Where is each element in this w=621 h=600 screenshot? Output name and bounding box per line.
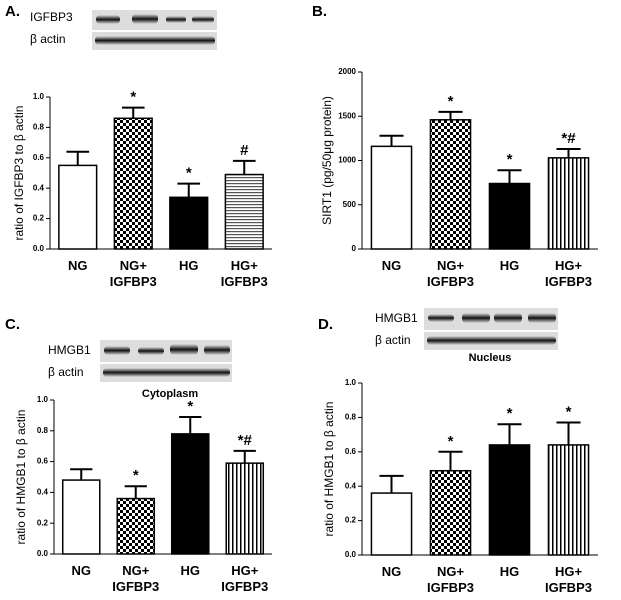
x-tick-label: NG — [68, 258, 88, 273]
significance-mark: *# — [561, 130, 576, 147]
significance-mark: # — [240, 142, 249, 159]
y-axis-label: ratio of HMGB1 to β actin — [322, 402, 336, 537]
x-tick-label: HG+ IGFBP3 — [545, 564, 592, 595]
bar — [547, 444, 590, 556]
blot-label: IGFBP3 — [30, 10, 73, 24]
significance-mark: * — [448, 93, 454, 110]
significance-mark: * — [187, 398, 193, 415]
x-tick-label: NG — [382, 258, 402, 273]
x-tick-label: HG — [500, 564, 520, 579]
y-tick-label: 500 — [343, 200, 357, 209]
bar — [429, 469, 472, 556]
y-tick-label: 0.0 — [33, 244, 45, 253]
blot-label: β actin — [375, 333, 411, 347]
bar — [113, 117, 153, 250]
blot-label: HMGB1 — [375, 311, 418, 325]
y-tick-label: 2000 — [338, 67, 356, 76]
bar — [429, 119, 472, 250]
significance-mark: * — [186, 165, 192, 182]
y-tick-label: 0.8 — [33, 123, 45, 132]
y-tick-label: 0.6 — [345, 447, 357, 456]
bar — [488, 444, 531, 556]
significance-mark: * — [130, 89, 136, 106]
x-tick-label: HG — [179, 258, 199, 273]
y-tick-label: 0.4 — [37, 488, 49, 497]
bar — [224, 173, 264, 250]
y-tick-label: 0.0 — [37, 549, 49, 558]
blot-caption: Cytoplasm — [142, 388, 198, 400]
panel-label: D. — [318, 316, 333, 333]
x-tick-label: HG — [181, 563, 201, 578]
y-tick-label: 1.0 — [37, 395, 49, 404]
y-tick-label: 0 — [352, 244, 357, 253]
panel-label: C. — [5, 316, 20, 333]
x-tick-label: NG+ IGFBP3 — [427, 258, 474, 289]
x-tick-label: HG+ IGFBP3 — [221, 258, 268, 289]
blot-label: HMGB1 — [48, 343, 91, 357]
x-tick-label: NG+ IGFBP3 — [110, 258, 157, 289]
bar — [116, 497, 156, 555]
bar — [58, 164, 98, 250]
panel-label: B. — [312, 3, 327, 20]
blot-image — [424, 308, 558, 350]
x-tick-label: HG+ IGFBP3 — [545, 258, 592, 289]
y-tick-label: 1000 — [338, 156, 356, 165]
bar — [170, 433, 210, 555]
y-tick-label: 1500 — [338, 111, 356, 120]
x-tick-label: NG — [382, 564, 402, 579]
y-tick-label: 0.8 — [37, 426, 49, 435]
x-tick-label: HG+ IGFBP3 — [221, 563, 268, 594]
y-tick-label: 0.2 — [37, 518, 49, 527]
significance-mark: * — [133, 467, 139, 484]
y-tick-label: 1.0 — [345, 378, 357, 387]
y-axis-label: SIRT1 (pg/50μg protein) — [320, 96, 334, 225]
significance-mark: * — [566, 404, 572, 421]
bar — [61, 479, 101, 555]
bar — [225, 462, 265, 555]
y-axis-label: ratio of HMGB1 to β actin — [14, 410, 28, 545]
x-tick-label: NG+ IGFBP3 — [427, 564, 474, 595]
y-tick-label: 0.4 — [345, 481, 357, 490]
y-tick-label: 1.0 — [33, 92, 45, 101]
bar — [370, 492, 413, 556]
bar — [370, 145, 413, 250]
blot-caption: Nucleus — [469, 352, 512, 364]
significance-mark: * — [448, 433, 454, 450]
significance-mark: * — [507, 405, 513, 422]
x-tick-label: HG — [500, 258, 520, 273]
y-axis-label: ratio of IGFBP3 to β actin — [12, 106, 26, 241]
y-tick-label: 0.2 — [345, 516, 357, 525]
y-tick-label: 0.0 — [345, 550, 357, 559]
blot-label: β actin — [48, 365, 84, 379]
x-tick-label: NG+ IGFBP3 — [112, 563, 159, 594]
blot-image — [92, 10, 217, 50]
significance-mark: *# — [238, 432, 253, 449]
y-tick-label: 0.4 — [33, 183, 45, 192]
panel-label: A. — [5, 3, 20, 20]
bar — [169, 196, 209, 250]
significance-mark: * — [507, 151, 513, 168]
bar — [488, 182, 531, 250]
y-tick-label: 0.8 — [345, 413, 357, 422]
x-tick-label: NG — [72, 563, 92, 578]
y-tick-label: 0.6 — [37, 457, 49, 466]
y-tick-label: 0.6 — [33, 153, 45, 162]
blot-label: β actin — [30, 32, 66, 46]
y-tick-label: 0.2 — [33, 214, 45, 223]
bar — [547, 157, 590, 250]
blot-image — [100, 340, 232, 382]
